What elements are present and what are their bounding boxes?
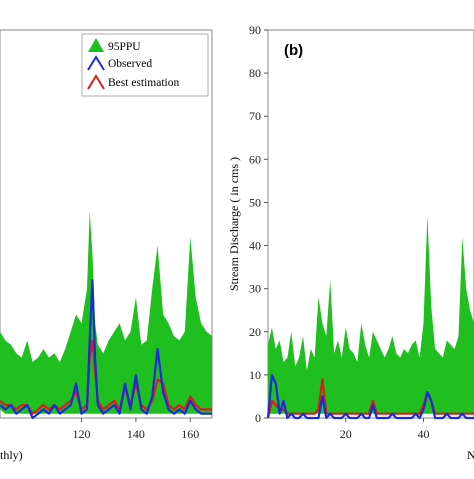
panel-a-observed-line xyxy=(0,278,212,420)
panel-b-x-axis-label-fragment: N xyxy=(467,448,474,462)
panel-b-observed-line xyxy=(266,373,474,420)
panel-b-y-ticks: 0 10 20 30 40 50 60 70 80 90 xyxy=(249,23,268,425)
legend-observed-label: Observed xyxy=(108,58,152,70)
panel-a-x-ticks: 120 140 160 xyxy=(73,418,199,441)
panel-a-x-tick-label-0: 120 xyxy=(73,427,91,441)
panel-b-y-tick-label-9: 90 xyxy=(249,23,261,37)
legend-observed-icon xyxy=(87,55,105,71)
panel-b-y-tick-label-5: 50 xyxy=(249,195,261,209)
panel-b-y-tick-label-4: 40 xyxy=(249,239,261,253)
panel-b-series xyxy=(266,215,474,420)
legend: 95PPU Observed Best estimation xyxy=(81,33,209,97)
panel-b-x-tick-label-1: 40 xyxy=(417,427,429,441)
panel-b-y-tick-label-2: 20 xyxy=(249,325,261,339)
panel-a: 120 140 160 thly) 95PPU Observed Best esti… xyxy=(0,29,213,462)
panel-b-y-tick-label-3: 30 xyxy=(249,282,261,296)
panel-b-x-ticks: 20 40 xyxy=(340,418,429,441)
panel-b-label: (b) xyxy=(284,42,303,59)
legend-95ppu-label: 95PPU xyxy=(108,41,141,53)
panel-a-x-axis-label-fragment: thly) xyxy=(0,448,23,462)
panel-b-y-tick-label-7: 70 xyxy=(249,109,261,123)
panel-b-y-axis-label: Stream Discharge ( in cms ) xyxy=(227,157,241,291)
legend-item-observed: Observed xyxy=(87,55,152,71)
panel-a-series xyxy=(0,211,212,420)
legend-item-95ppu: 95PPU xyxy=(88,38,141,53)
panel-b-y-tick-label-1: 10 xyxy=(249,368,261,382)
legend-95ppu-icon xyxy=(88,38,104,52)
panel-b-95ppu-band xyxy=(268,215,474,414)
panel-a-x-tick-label-2: 160 xyxy=(181,427,199,441)
panel-b-y-tick-label-0: 0 xyxy=(255,411,261,425)
legend-box xyxy=(81,33,209,97)
legend-item-best-estimation: Best estimation xyxy=(87,74,179,90)
panel-b-y-tick-label-6: 60 xyxy=(249,152,261,166)
legend-best-estimation-icon xyxy=(87,74,105,90)
panel-b-y-tick-label-8: 80 xyxy=(249,66,261,80)
legend-best-estimation-label: Best estimation xyxy=(108,77,179,89)
panel-a-x-tick-label-1: 140 xyxy=(127,427,145,441)
panel-b-x-tick-label-0: 20 xyxy=(340,427,352,441)
panel-a-best-estimation-line xyxy=(0,339,212,415)
